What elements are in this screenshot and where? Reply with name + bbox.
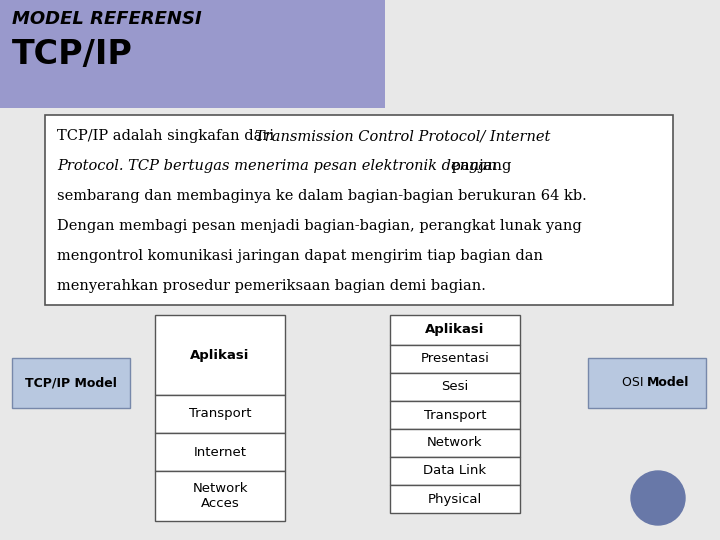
Text: TCP/IP: TCP/IP <box>12 38 133 71</box>
Bar <box>390 429 520 457</box>
Text: Transport: Transport <box>424 408 486 422</box>
Bar <box>390 315 520 345</box>
Bar <box>390 457 520 485</box>
Bar <box>390 373 520 401</box>
Text: OSI: OSI <box>621 376 647 389</box>
Bar <box>45 115 673 305</box>
Bar <box>155 471 285 521</box>
Bar <box>588 358 706 408</box>
Text: Model: Model <box>647 376 689 389</box>
Bar <box>390 345 520 373</box>
Text: Transport: Transport <box>189 408 251 421</box>
Text: menyerahkan prosedur pemeriksaan bagian demi bagian.: menyerahkan prosedur pemeriksaan bagian … <box>57 279 486 293</box>
Text: Network
Acces: Network Acces <box>192 482 248 510</box>
Text: Transmission Control Protocol/ Internet: Transmission Control Protocol/ Internet <box>255 129 550 143</box>
Bar <box>390 401 520 429</box>
Text: Physical: Physical <box>428 492 482 505</box>
Bar <box>155 395 285 433</box>
Text: TCP/IP Model: TCP/IP Model <box>25 376 117 389</box>
Text: Protocol. TCP bertugas menerima pesan elektronik dengan: Protocol. TCP bertugas menerima pesan el… <box>57 159 497 173</box>
Text: mengontrol komunikasi jaringan dapat mengirim tiap bagian dan: mengontrol komunikasi jaringan dapat men… <box>57 249 543 263</box>
Bar <box>0 0 385 108</box>
Text: Internet: Internet <box>194 446 246 458</box>
Text: Dengan membagi pesan menjadi bagian-bagian, perangkat lunak yang: Dengan membagi pesan menjadi bagian-bagi… <box>57 219 582 233</box>
Text: MODEL REFERENSI: MODEL REFERENSI <box>12 10 202 28</box>
Text: Aplikasi: Aplikasi <box>426 323 485 336</box>
Bar <box>155 315 285 395</box>
Text: sembarang dan membaginya ke dalam bagian-bagian berukuran 64 kb.: sembarang dan membaginya ke dalam bagian… <box>57 189 587 203</box>
Text: Aplikasi: Aplikasi <box>190 348 250 361</box>
Text: Data Link: Data Link <box>423 464 487 477</box>
Bar <box>390 485 520 513</box>
Text: panjang: panjang <box>447 159 511 173</box>
Bar <box>155 433 285 471</box>
Bar <box>12 358 130 408</box>
Text: TCP/IP adalah singkafan dari: TCP/IP adalah singkafan dari <box>57 129 279 143</box>
Text: Sesi: Sesi <box>441 381 469 394</box>
Circle shape <box>631 471 685 525</box>
Text: Presentasi: Presentasi <box>420 353 490 366</box>
Text: Network: Network <box>427 436 482 449</box>
